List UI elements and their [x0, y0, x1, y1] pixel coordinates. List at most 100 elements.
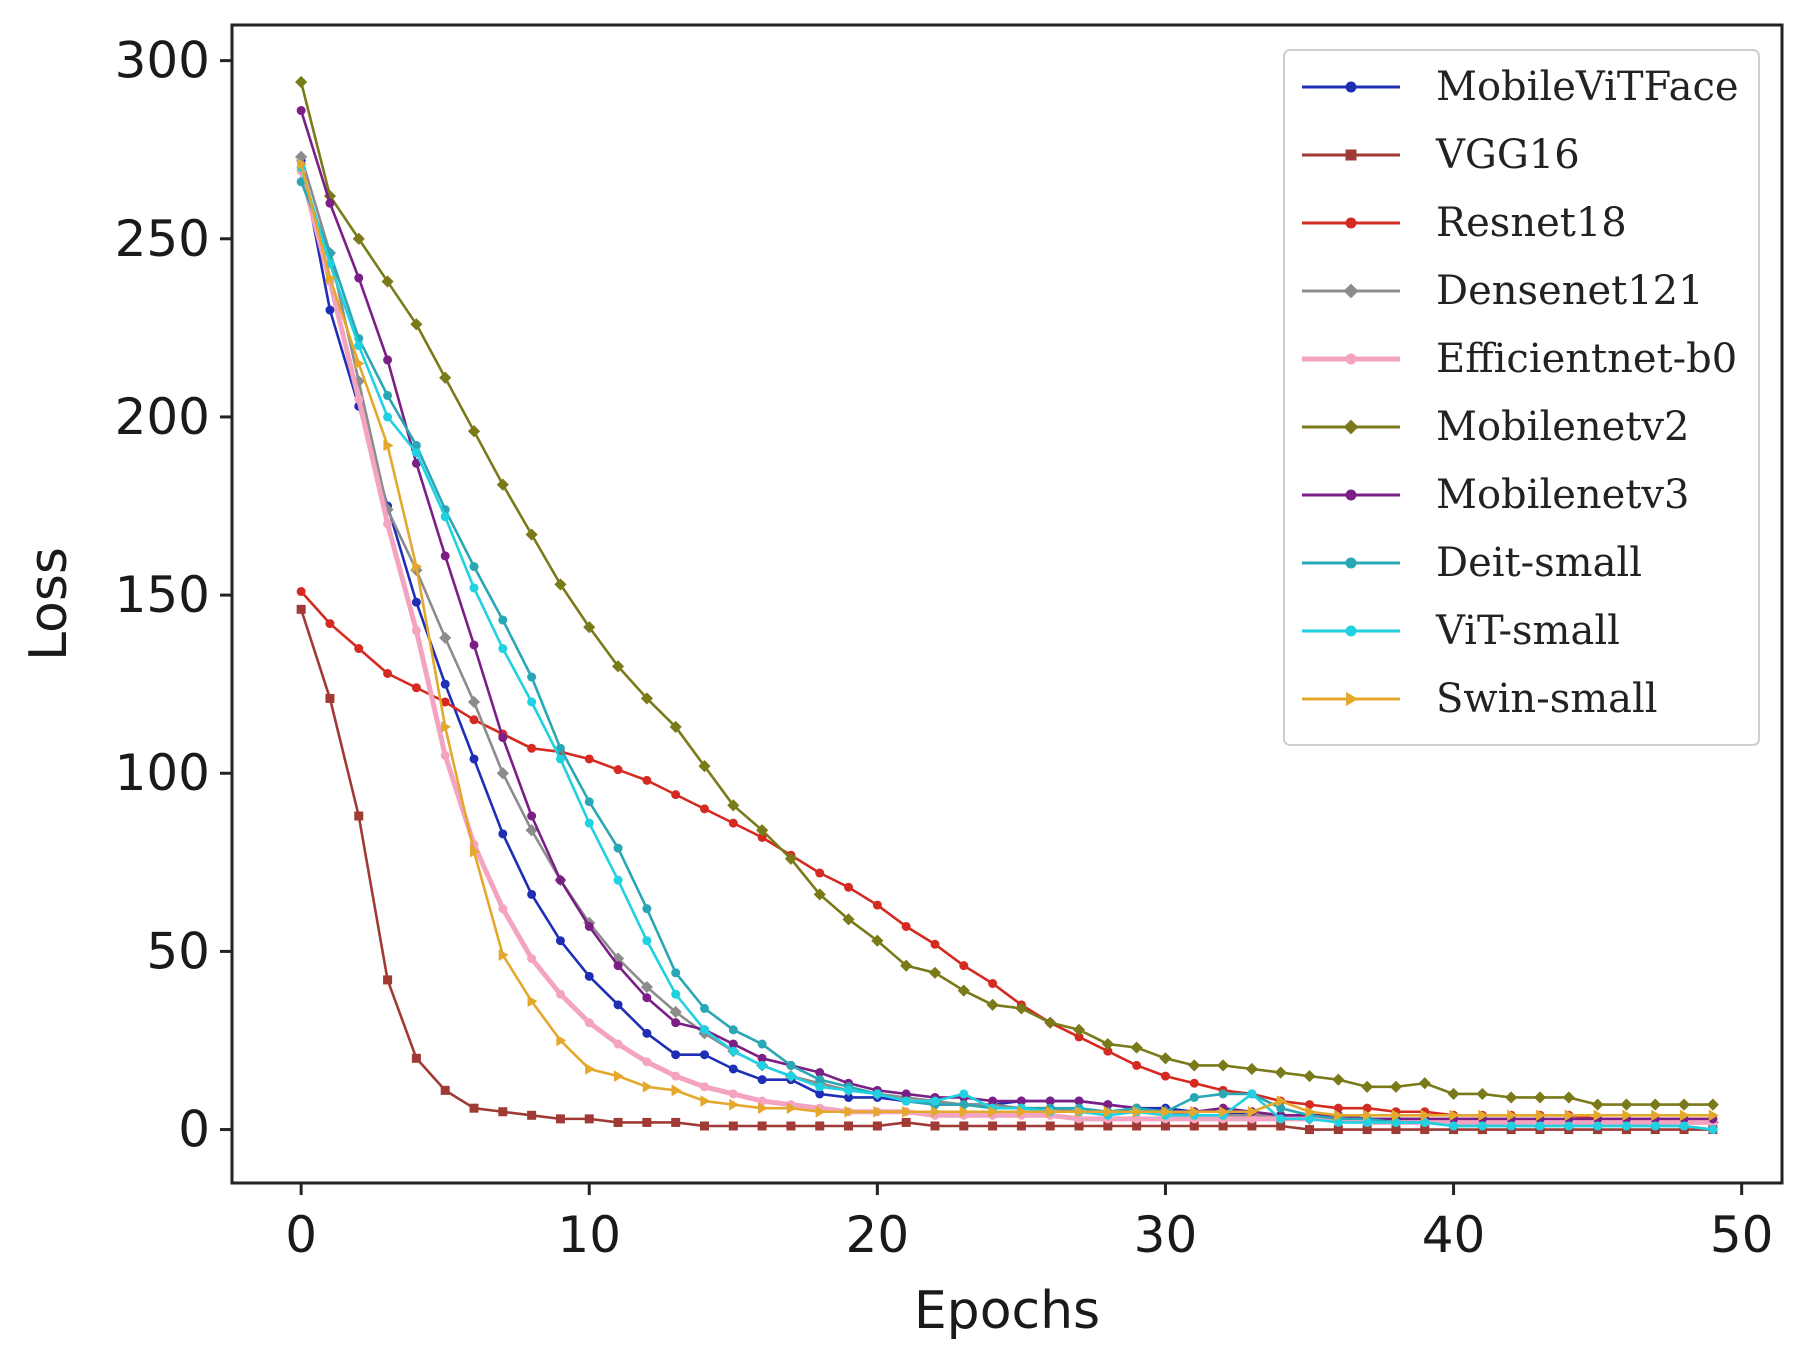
data-point-mobilenetv2	[727, 799, 740, 812]
data-point-mobilenetv2	[784, 852, 797, 865]
series-line-efficientnet-b0	[298, 170, 1713, 1125]
data-point-vit-small	[1593, 1121, 1603, 1131]
data-point-vit-small	[1449, 1121, 1459, 1131]
data-point-efficientnet-b0	[354, 394, 364, 404]
data-point-vit-small	[527, 697, 537, 707]
data-point-vgg16	[699, 1121, 709, 1131]
data-point-mobilenetv2	[900, 959, 913, 972]
data-point-swin-small	[1247, 1105, 1258, 1118]
data-point-swin-small	[1161, 1105, 1172, 1118]
data-point-vgg16	[1218, 1121, 1228, 1131]
data-point-mobilenetv3	[383, 355, 393, 365]
x-tick-label: 50	[1710, 1206, 1774, 1264]
data-point-resnet18	[325, 619, 335, 629]
data-point-vgg16	[988, 1121, 998, 1131]
data-point-mobilenetv2	[1274, 1066, 1287, 1079]
data-point-mobilenetv2	[1245, 1062, 1258, 1076]
data-point-vgg16	[930, 1121, 940, 1131]
data-point-vgg16	[728, 1121, 738, 1131]
data-point-vit-small	[757, 1060, 767, 1070]
data-point-densenet121	[669, 1005, 682, 1019]
data-point-swin-small	[1535, 1109, 1546, 1122]
data-point-efficientnet-b0	[1247, 1114, 1257, 1124]
data-point-vit-small	[815, 1082, 825, 1092]
data-point-efficientnet-b0	[1132, 1114, 1142, 1124]
data-point-resnet18	[699, 804, 709, 814]
data-point-mobilenetv2	[439, 371, 452, 384]
series-mobilenetv2	[295, 75, 1719, 1111]
data-point-resnet18	[671, 790, 681, 800]
data-point-swin-small	[1564, 1109, 1575, 1122]
data-point-deit-small	[1218, 1089, 1228, 1099]
data-point-swin-small	[1046, 1105, 1057, 1118]
data-point-swin-small	[959, 1105, 970, 1118]
data-point-mobilenetv3	[555, 875, 565, 885]
legend-swatch-marker	[1345, 625, 1357, 637]
data-point-vgg16	[959, 1121, 969, 1131]
legend-item-mobilevitface: MobileViTFace	[1302, 64, 1739, 110]
data-point-mobilevitface	[642, 1028, 652, 1038]
data-point-vgg16	[1305, 1125, 1315, 1135]
data-point-vgg16	[354, 811, 364, 821]
data-point-vit-small	[440, 512, 450, 522]
series-swin-small	[297, 158, 1719, 1122]
data-point-swin-small	[873, 1105, 884, 1118]
data-point-vgg16	[469, 1103, 479, 1113]
data-point-resnet18	[1160, 1071, 1170, 1081]
data-point-swin-small	[469, 845, 480, 858]
legend-item-mobilenetv2: Mobilenetv2	[1302, 404, 1689, 450]
series-layer	[295, 75, 1719, 1135]
data-point-vgg16	[325, 693, 335, 703]
data-point-mobilenetv2	[928, 966, 942, 979]
data-point-vgg16	[296, 604, 306, 614]
data-point-resnet18	[1103, 1046, 1113, 1056]
data-point-deit-small	[555, 743, 565, 753]
data-point-swin-small	[700, 1095, 711, 1107]
series-line-swin-small	[299, 163, 1713, 1117]
data-point-vit-small	[1333, 1117, 1343, 1127]
data-point-swin-small	[930, 1105, 941, 1118]
data-point-swin-small	[758, 1102, 768, 1115]
data-point-efficientnet-b0	[555, 989, 565, 999]
data-point-swin-small	[1391, 1109, 1402, 1122]
data-point-resnet18	[1333, 1103, 1343, 1113]
data-point-mobilenetv2	[1217, 1059, 1230, 1072]
legend-swatch-marker	[1345, 353, 1357, 365]
legend-item-mobilenetv3: Mobilenetv3	[1302, 472, 1689, 518]
data-point-mobilevitface	[757, 1075, 767, 1085]
data-point-vit-small	[613, 875, 623, 885]
legend: MobileViTFace VGG16 Resnet18 Densenet121 Eff…	[1283, 49, 1760, 746]
data-point-efficientnet-b0	[383, 519, 393, 529]
data-point-mobilenetv2	[698, 760, 711, 773]
data-point-resnet18	[440, 697, 450, 707]
data-point-mobilenetv2	[756, 824, 769, 837]
series-line-vgg16	[299, 608, 1713, 1131]
data-point-swin-small	[1478, 1109, 1489, 1122]
data-point-resnet18	[844, 882, 854, 892]
data-point-mobilevitface	[671, 1050, 681, 1060]
data-point-swin-small	[1103, 1105, 1114, 1118]
data-point-vgg16	[1103, 1121, 1113, 1131]
data-point-mobilevitface	[844, 1092, 854, 1102]
data-point-deit-small	[642, 904, 652, 914]
data-point-deit-small	[671, 968, 681, 978]
data-point-vgg16	[1016, 1121, 1026, 1131]
data-point-swin-small	[1708, 1109, 1719, 1122]
data-point-vit-small	[786, 1071, 796, 1081]
data-point-vit-small	[555, 754, 565, 764]
data-point-mobilenetv2	[381, 275, 394, 288]
data-point-mobilenetv3	[815, 1068, 825, 1078]
data-point-mobilenetv2	[295, 75, 308, 89]
legend-label: Efficientnet-b0	[1436, 336, 1737, 382]
data-point-mobilevitface	[469, 754, 479, 764]
data-point-resnet18	[757, 832, 767, 842]
data-point-efficientnet-b0	[411, 626, 421, 636]
data-point-vgg16	[1362, 1125, 1372, 1135]
data-point-swin-small	[1132, 1105, 1143, 1118]
data-point-mobilenetv2	[1303, 1070, 1316, 1083]
data-point-mobilenetv2	[525, 528, 538, 541]
legend-label: Deit-small	[1436, 540, 1642, 586]
data-point-resnet18	[469, 715, 479, 725]
data-point-mobilevitface	[728, 1064, 738, 1074]
